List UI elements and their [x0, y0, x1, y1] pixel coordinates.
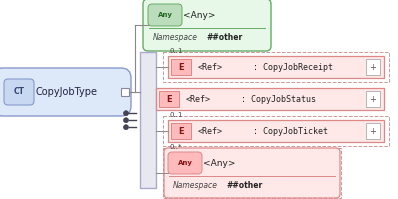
Text: : CopyJobReceipt: : CopyJobReceipt: [253, 62, 333, 71]
Text: : CopyJobStatus: : CopyJobStatus: [241, 95, 316, 103]
Circle shape: [123, 125, 129, 130]
Text: +: +: [370, 95, 377, 103]
Text: Namespace: Namespace: [153, 32, 198, 42]
FancyBboxPatch shape: [164, 148, 340, 198]
FancyBboxPatch shape: [143, 0, 271, 51]
Text: <Ref>: <Ref>: [198, 127, 223, 136]
Bar: [366, 91, 380, 107]
FancyBboxPatch shape: [4, 79, 34, 105]
Text: <Any>: <Any>: [203, 158, 236, 168]
Bar: [171, 59, 191, 75]
Bar: [171, 123, 191, 139]
Bar: [121, 88, 129, 96]
Text: <Any>: <Any>: [183, 11, 215, 20]
FancyBboxPatch shape: [168, 152, 202, 174]
FancyBboxPatch shape: [0, 68, 131, 116]
Circle shape: [123, 118, 129, 123]
Text: Namespace: Namespace: [173, 180, 218, 189]
Bar: [163, 148, 341, 198]
Text: CT: CT: [14, 88, 25, 97]
Text: Any: Any: [178, 160, 193, 166]
Circle shape: [123, 111, 129, 116]
Text: 0..*: 0..*: [170, 144, 182, 150]
Bar: [163, 52, 389, 82]
Text: 0..1: 0..1: [170, 48, 183, 54]
FancyBboxPatch shape: [148, 4, 182, 26]
Bar: [163, 116, 389, 146]
Bar: [366, 123, 380, 139]
Text: CopyJobType: CopyJobType: [36, 87, 98, 97]
Bar: [156, 88, 384, 110]
Text: +: +: [370, 127, 377, 136]
Text: ##other: ##other: [226, 180, 262, 189]
Text: E: E: [178, 62, 184, 71]
Bar: [140, 52, 156, 188]
Text: E: E: [166, 95, 172, 103]
Text: : CopyJobTicket: : CopyJobTicket: [253, 127, 328, 136]
Text: <Ref>: <Ref>: [198, 62, 223, 71]
Text: E: E: [178, 127, 184, 136]
Bar: [168, 120, 384, 142]
Text: ##other: ##other: [206, 32, 242, 42]
Text: Any: Any: [158, 12, 172, 18]
Bar: [366, 59, 380, 75]
Bar: [168, 56, 384, 78]
Text: <Ref>: <Ref>: [186, 95, 211, 103]
Text: 0..1: 0..1: [170, 112, 183, 118]
Bar: [159, 91, 179, 107]
Text: +: +: [370, 62, 377, 71]
